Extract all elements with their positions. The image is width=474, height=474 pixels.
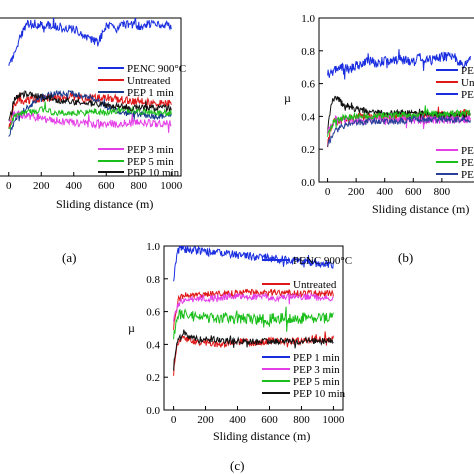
panel-b-y-axis-label: µ (284, 91, 291, 105)
panel-a-x-ticks: 0 200 400 600 800 1000 (6, 172, 183, 192)
panel-b-x-axis-label: Sliding distance (m) (372, 202, 469, 216)
x-tick-label: 0 (6, 180, 12, 192)
x-tick-label: 600 (405, 186, 422, 198)
panel-a-panel-label: (a) (62, 250, 76, 265)
panel-b-panel-label: (b) (398, 250, 413, 265)
series-line-a-5 (8, 90, 172, 121)
legend-c-label-4: PEP 5 min (293, 376, 340, 388)
y-tick-label: 0.4 (301, 111, 315, 123)
legend-b-label-4: PEP 5 min (461, 157, 474, 169)
x-tick-label: 200 (348, 186, 365, 198)
x-tick-label: 0 (171, 414, 177, 426)
x-tick-label: 1000 (322, 414, 345, 426)
x-tick-label: 0 (325, 186, 331, 198)
series-line-c-0 (173, 246, 334, 282)
panel-b-frame (318, 17, 474, 183)
legend-a-label-4: PEP 5 min (127, 156, 174, 168)
x-tick-label: 400 (66, 180, 83, 192)
series-line-a-2 (8, 89, 172, 137)
x-tick-label: 600 (261, 414, 278, 426)
x-tick-label: 800 (131, 180, 148, 192)
panel-a-series-group (8, 18, 172, 137)
y-tick-label: 0.0 (146, 405, 160, 417)
y-tick-label: 0.8 (301, 46, 315, 58)
legend-b-label-1: Un (461, 77, 474, 89)
panel-b-series-group (327, 49, 471, 148)
y-tick-label: 1.0 (301, 13, 315, 25)
panel-b-x-ticks: 0 200 400 600 800 (325, 178, 451, 198)
panel-c-y-ticks: 0.0 0.2 0.4 0.6 0.8 1.0 (146, 241, 168, 417)
panel-c: 0.0 0.2 0.4 0.6 0.8 1.0 0 200 400 600 800 1000 Sli… (128, 241, 352, 473)
panel-c-frame (163, 245, 344, 411)
y-tick-label: 0.8 (146, 274, 160, 286)
legend-b-label-0: PE (461, 65, 474, 77)
y-tick-label: 0.2 (301, 144, 315, 156)
x-tick-label: 400 (376, 186, 393, 198)
series-line-c-4 (173, 306, 334, 340)
panel-c-x-axis-label: Sliding distance (m) (213, 429, 310, 443)
panel-a: 0 200 400 600 800 1000 Sliding distance (m) (… (0, 17, 186, 265)
legend-c-label-3: PEP 3 min (293, 364, 340, 376)
x-tick-label: 200 (197, 414, 214, 426)
series-line-c-3 (173, 291, 334, 322)
x-tick-label: 200 (33, 180, 50, 192)
panel-c-y-axis-label: µ (128, 321, 135, 335)
legend-b-label-2: PEP 1 min (461, 89, 474, 101)
legend-a-label-0: PENC 900°C (127, 63, 186, 75)
legend-b-label-3: PEP 3 min (461, 145, 474, 157)
panel-a-frame (0, 17, 182, 177)
x-tick-label: 800 (293, 414, 310, 426)
panel-b-legend: PE Un PEP 1 min PEP 3 min PEP 5 min PEP … (436, 65, 474, 181)
y-tick-label: 1.0 (146, 241, 160, 253)
legend-a-label-1: Untreated (127, 75, 171, 87)
series-line-b-5 (327, 114, 471, 147)
x-tick-label: 600 (98, 180, 115, 192)
legend-c-label-2: PEP 1 min (293, 352, 340, 364)
legend-a-label-3: PEP 3 min (127, 144, 174, 156)
x-tick-label: 800 (434, 186, 451, 198)
legend-c-label-0: PENC 900°C (293, 255, 352, 267)
panel-b: 0.0 0.2 0.4 0.6 0.8 1.0 0 200 400 600 800 Sliding… (284, 13, 474, 265)
panel-c-legend: PENC 900°C Untreated PEP 1 min PEP 3 min… (262, 255, 352, 400)
panel-a-legend: PENC 900°C Untreated PEP 1 min PEP 3 min… (98, 63, 186, 179)
legend-c-label-1: Untreated (293, 279, 337, 291)
legend-a-label-5: PEP 10 min (127, 167, 180, 179)
legend-a-label-2: PEP 1 min (127, 87, 174, 99)
panel-b-y-ticks: 0.0 0.2 0.4 0.6 0.8 1.0 (301, 13, 323, 189)
series-line-b-0 (327, 49, 471, 80)
x-tick-label: 1000 (160, 180, 183, 192)
series-line-c-5 (173, 329, 334, 371)
series-line-b-4 (327, 105, 471, 137)
x-tick-label: 400 (229, 414, 246, 426)
legend-c-label-5: PEP 10 min (293, 388, 346, 400)
series-line-a-3 (8, 110, 172, 133)
y-tick-label: 0.4 (146, 339, 160, 351)
y-tick-label: 0.2 (146, 372, 160, 384)
panel-c-series-group (173, 246, 334, 376)
series-line-a-0 (8, 18, 172, 66)
legend-b-label-5: PEP 10 min (461, 169, 474, 181)
y-tick-label: 0.6 (301, 79, 315, 91)
panel-a-x-axis-label: Sliding distance (m) (56, 197, 153, 211)
y-tick-label: 0.6 (146, 307, 160, 319)
panel-c-x-ticks: 0 200 400 600 800 1000 (171, 406, 345, 426)
panel-c-panel-label: (c) (230, 458, 244, 473)
y-tick-label: 0.0 (301, 177, 315, 189)
series-line-a-1 (8, 92, 172, 129)
